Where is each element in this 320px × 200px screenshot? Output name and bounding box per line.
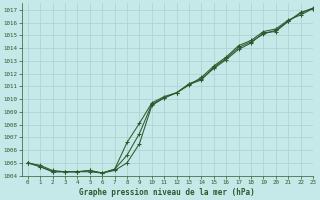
X-axis label: Graphe pression niveau de la mer (hPa): Graphe pression niveau de la mer (hPa) (79, 188, 255, 197)
